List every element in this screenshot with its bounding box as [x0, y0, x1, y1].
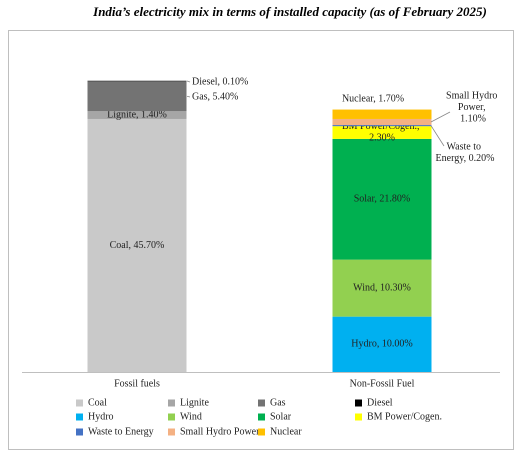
bar-segment	[332, 316, 432, 372]
bar-segment	[87, 111, 187, 119]
legend-label: Small Hydro Power	[180, 426, 260, 437]
legend-label: BM Power/Cogen.	[367, 411, 442, 422]
data-label: Hydro, 10.00%	[351, 339, 412, 350]
legend-swatch	[258, 413, 265, 421]
chart-title: India’s electricity mix in terms of inst…	[92, 4, 487, 19]
legend-swatch	[168, 428, 175, 436]
legend-label: Diesel	[367, 397, 393, 408]
leader-line	[430, 111, 451, 123]
legend-swatch	[76, 399, 83, 407]
legend-label: Solar	[270, 411, 292, 422]
legend-label: Gas	[270, 397, 286, 408]
data-label: Diesel, 0.10%	[192, 76, 248, 87]
bar-segment	[332, 259, 432, 317]
data-label: Small Hydro Power, 1.10%	[446, 91, 500, 125]
bar-segment	[332, 118, 432, 126]
bar-segment	[332, 109, 432, 119]
legend-swatch	[258, 428, 265, 436]
data-label: Lignite, 1.40%	[107, 109, 167, 120]
data-label: BM Power/Cogen., 2.30%	[342, 121, 422, 144]
data-label: Nuclear, 1.70%	[342, 93, 404, 104]
leader-line	[430, 125, 445, 147]
leader-line	[186, 80, 191, 83]
data-label: Waste to Energy, 0.20%	[436, 142, 495, 165]
bar-segment	[332, 126, 432, 139]
legend-swatch	[258, 399, 265, 407]
chart-frame	[8, 30, 514, 450]
legend-label: Wind	[180, 411, 202, 422]
bar-segment	[87, 118, 187, 372]
bar-segment	[332, 125, 432, 127]
bar-segment	[87, 81, 187, 112]
legend-label: Waste to Energy	[88, 426, 154, 437]
data-label: Wind, 10.30%	[353, 282, 411, 293]
bar-segment	[87, 80, 187, 82]
bar-segment	[332, 138, 432, 260]
legend-swatch	[355, 399, 362, 407]
data-label: Gas, 5.40%	[192, 91, 238, 102]
legend-label: Hydro	[88, 411, 114, 422]
legend-swatch	[355, 413, 362, 421]
x-tick-label: Non-Fossil Fuel	[350, 378, 415, 389]
data-label: Coal, 45.70%	[110, 240, 165, 251]
legend-label: Nuclear	[270, 426, 302, 437]
legend-swatch	[168, 399, 175, 407]
legend-label: Coal	[88, 397, 107, 408]
legend-label: Lignite	[180, 397, 209, 408]
data-label: Solar, 21.80%	[354, 194, 411, 205]
legend-swatch	[168, 413, 175, 421]
legend-swatch	[76, 413, 83, 421]
leader-line	[186, 95, 191, 98]
legend-swatch	[76, 428, 83, 436]
x-tick-label: Fossil fuels	[114, 378, 160, 389]
